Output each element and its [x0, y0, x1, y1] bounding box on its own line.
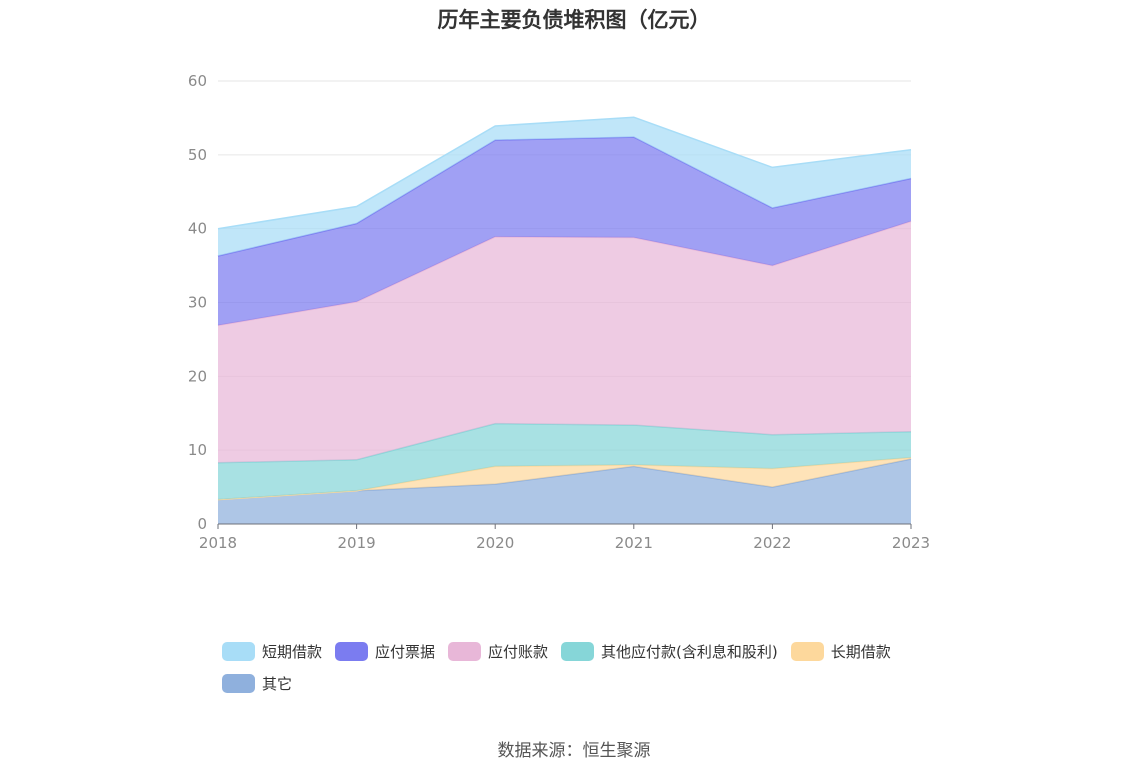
x-tick-label: 2018	[199, 534, 237, 552]
x-tick-label: 2022	[753, 534, 791, 552]
legend-swatch	[561, 641, 595, 661]
legend-item[interactable]: 应付账款	[448, 640, 548, 662]
legend-swatch	[335, 641, 369, 661]
y-tick-label: 30	[188, 294, 207, 312]
area-series-5	[218, 117, 911, 256]
stacked-area-chart: 0 10 20 30 40 50 60 2018 2019 2020 2021 2022 2023	[188, 72, 930, 552]
legend-label: 应付票据	[375, 642, 436, 661]
legend: 短期借款 应付票据 应付账款 其他应付款(含利息和股利) 长期借款其它	[222, 640, 942, 704]
x-tick-label: 2020	[476, 534, 514, 552]
legend-item[interactable]: 应付票据	[335, 640, 435, 662]
x-tick-label: 2021	[615, 534, 653, 552]
legend-item[interactable]: 其他应付款(含利息和股利)	[561, 640, 778, 662]
legend-label: 其他应付款(含利息和股利)	[601, 642, 778, 661]
area-edge-5	[217, 116, 912, 230]
source-note: 数据来源：恒生聚源	[497, 741, 651, 761]
y-tick-label: 10	[188, 441, 207, 459]
legend-swatch	[222, 673, 255, 693]
y-tick-label: 60	[188, 72, 207, 90]
y-tick-label: 50	[188, 146, 207, 164]
legend-swatch	[222, 641, 255, 661]
legend-swatch	[448, 641, 482, 661]
legend-item[interactable]: 短期借款	[222, 640, 322, 662]
area-layer	[217, 116, 912, 524]
legend-item[interactable]: 长期借款	[790, 640, 891, 662]
area-series-0	[218, 459, 911, 524]
legend-swatch	[790, 641, 824, 661]
area-series-3	[218, 221, 911, 463]
legend-label: 应付账款	[488, 642, 549, 661]
legend-label: 其它	[262, 674, 293, 693]
y-tick-label: 0	[197, 515, 207, 533]
area-series-2	[218, 423, 911, 500]
y-tick-label: 40	[188, 220, 207, 238]
axis-layer: 0 10 20 30 40 50 60 2018 2019 2020 2021 2022 2023	[188, 72, 930, 552]
legend-label: 长期借款	[830, 642, 891, 661]
legend-label: 短期借款	[262, 642, 323, 661]
x-tick-label: 2023	[892, 534, 930, 552]
y-tick-label: 20	[188, 367, 207, 385]
legend-item[interactable]: 其它	[222, 672, 292, 694]
x-tick-label: 2019	[338, 534, 376, 552]
chart-title: 历年主要负债堆积图（亿元）	[437, 8, 711, 32]
area-series-4	[218, 137, 911, 326]
